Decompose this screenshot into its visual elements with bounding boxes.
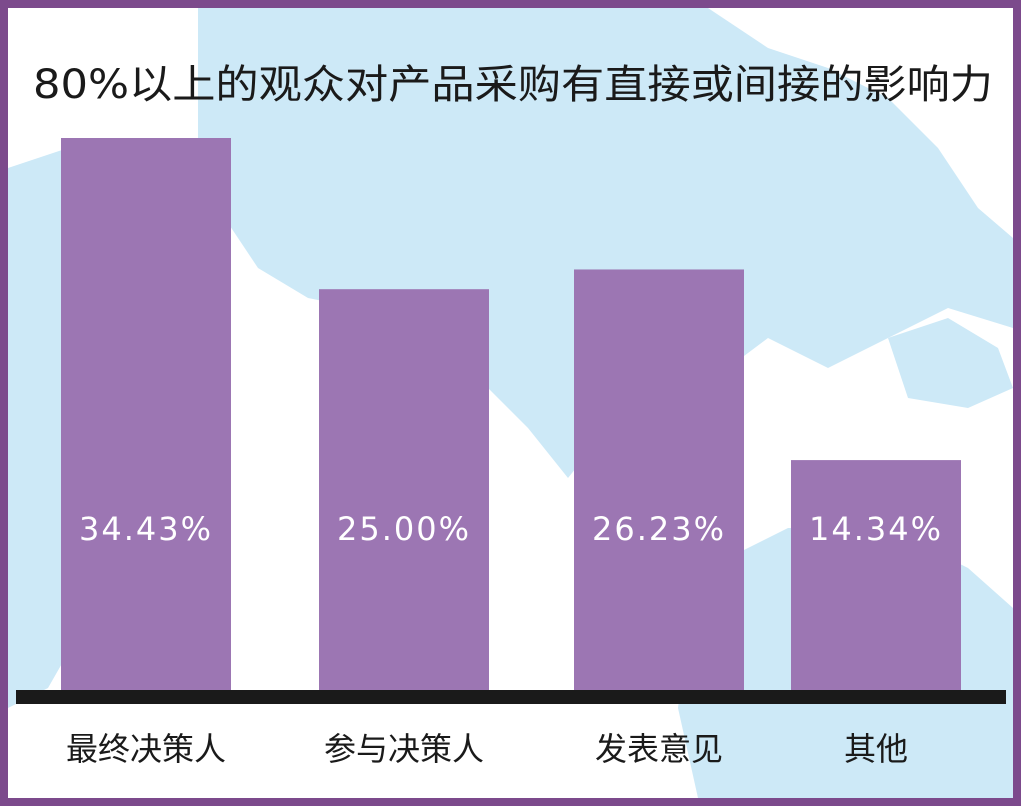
bars — [61, 138, 961, 690]
value-labels: 34.43% 25.00% 26.23% 14.34% — [79, 510, 943, 548]
chart-title: 80%以上的观众对产品采购有直接或间接的影响力 — [33, 62, 993, 108]
bar-value-label: 25.00% — [337, 510, 471, 548]
map-landmass-asia — [198, 8, 1013, 478]
bar-chart: 80%以上的观众对产品采购有直接或间接的影响力 34.43% 25.00% 26.2… — [8, 8, 1013, 798]
category-label: 最终决策人 — [66, 730, 226, 768]
bar — [791, 460, 961, 690]
map-island-right — [888, 318, 1013, 408]
bar-value-label: 34.43% — [79, 510, 213, 548]
category-labels: 最终决策人 参与决策人 发表意见 其他 — [66, 730, 908, 768]
category-label: 其他 — [844, 730, 908, 768]
bar-value-label: 14.34% — [809, 510, 943, 548]
category-label: 参与决策人 — [324, 730, 484, 768]
bar — [61, 138, 231, 690]
x-axis-baseline — [16, 690, 1006, 704]
bar — [574, 269, 744, 690]
bar-value-label: 26.23% — [592, 510, 726, 548]
bar — [319, 289, 489, 690]
category-label: 发表意见 — [595, 730, 723, 768]
